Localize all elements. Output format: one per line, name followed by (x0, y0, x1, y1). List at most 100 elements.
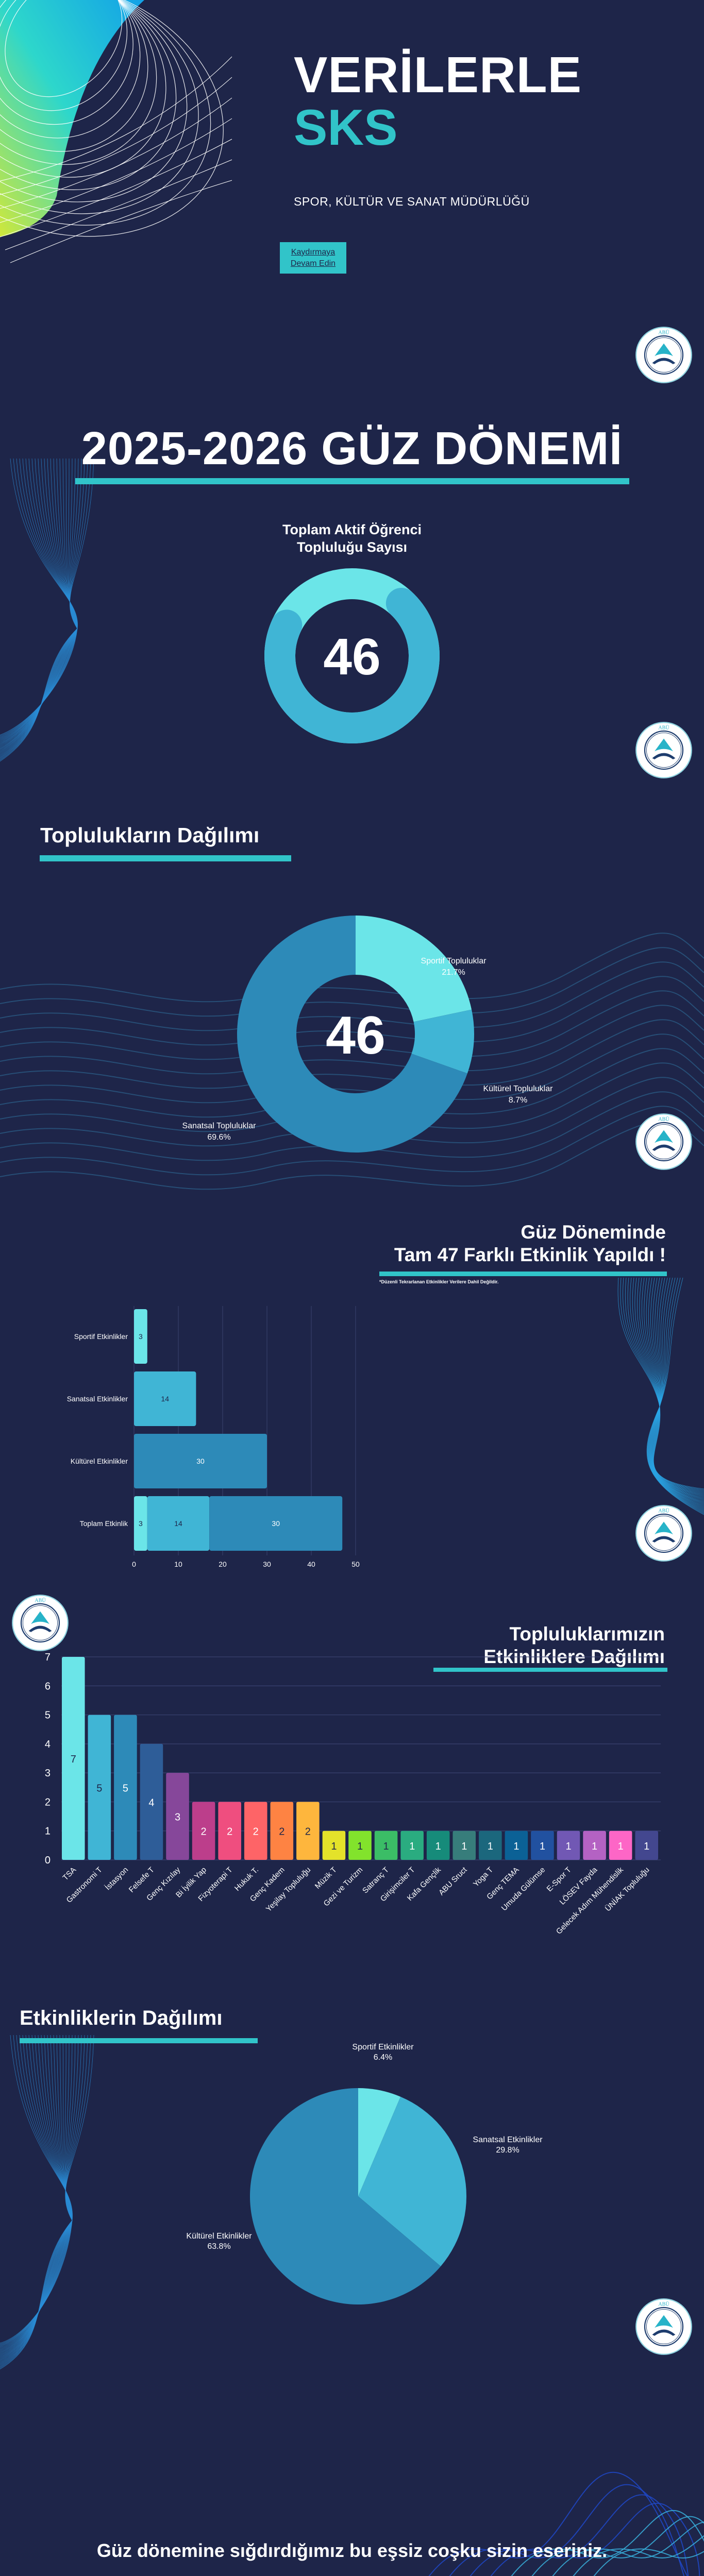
bar-value-label: 3 (175, 1812, 180, 1823)
x-category-label: TSA (61, 1866, 78, 1883)
bar-value-label: 1 (644, 1841, 649, 1852)
bar-value-label: 1 (565, 1841, 571, 1852)
bar-segment-sanatsal (147, 1496, 210, 1551)
bar (583, 1831, 606, 1860)
x-category-label: ABU Sruct (437, 1865, 469, 1897)
donut-slice-2 (411, 1009, 475, 1074)
hero-title: VERİLERLE (294, 46, 582, 103)
abu-sks-logo: ABÜ (12, 1595, 69, 1651)
events-summary-heading-line1: Güz Döneminde (521, 1222, 666, 1243)
slice-category-label: Sanatsal Topluluklar (182, 1122, 257, 1130)
bar-value-label: 1 (513, 1841, 519, 1852)
bar-value-label: 14 (174, 1519, 182, 1528)
bar-value-label: 2 (201, 1826, 207, 1838)
x-tick-label: 50 (351, 1560, 360, 1568)
kpi-donut-segment (264, 587, 440, 743)
bar-value-label: 3 (139, 1519, 143, 1528)
term-heading-underline (75, 478, 629, 484)
slice-percent-label: 63.8% (207, 2242, 230, 2251)
svg-text:ABÜ: ABÜ (658, 1116, 669, 1123)
bar-value-label: 1 (409, 1841, 415, 1852)
abu-sks-logo: ABÜ (635, 2298, 692, 2355)
communities-heading-underline (40, 855, 291, 861)
x-category-label: Müzik T (313, 1866, 339, 1891)
x-tick-label: 40 (307, 1560, 315, 1568)
pie-slice-1 (358, 2088, 401, 2196)
svg-text:ABÜ: ABÜ (658, 725, 669, 731)
per-community-heading-line2: Etkinliklere Dağılımı (483, 1646, 665, 1667)
events-summary-underline (379, 1272, 667, 1276)
bar-segment-sportif (134, 1309, 147, 1364)
x-tick-label: 10 (174, 1560, 182, 1568)
bar-value-label: 2 (279, 1826, 284, 1838)
bar-value-label: 2 (305, 1826, 311, 1838)
scroll-continue-button[interactable]: Kaydırmaya Devam Edin (280, 242, 346, 274)
bar (62, 1657, 85, 1860)
bar (609, 1831, 632, 1860)
bar-value-label: 1 (461, 1841, 467, 1852)
bar (505, 1831, 528, 1860)
bar (322, 1831, 346, 1860)
y-tick-label: 1 (45, 1826, 51, 1837)
bar-value-label: 30 (196, 1457, 205, 1465)
y-category-label: Toplam Etkinlik (80, 1519, 128, 1528)
bar (244, 1802, 267, 1860)
bar (452, 1831, 476, 1860)
bar-value-label: 2 (253, 1826, 259, 1838)
bar (426, 1831, 450, 1860)
x-tick-label: 30 (263, 1560, 271, 1568)
bar-value-label: 7 (71, 1754, 76, 1765)
per-community-heading: Topluluklarımızın Etkinliklere Dağılımı (483, 1623, 665, 1668)
bar (531, 1831, 554, 1860)
wave-lines-left-decoration (0, 2035, 94, 2369)
wave-lines-left-decoration (0, 458, 94, 761)
slice-percent-label: 29.8% (496, 2146, 519, 2155)
events-note: *Düzenli Tekrarlanan Etkinlikler Veriler… (379, 1279, 499, 1284)
bar (479, 1831, 502, 1860)
y-tick-label: 2 (45, 1797, 51, 1808)
bar-value-label: 4 (148, 1797, 154, 1808)
y-category-label: Kültürel Etkinlikler (71, 1457, 128, 1465)
abu-sks-logo: ABÜ (635, 1505, 692, 1562)
hero-subtitle: SPOR, KÜLTÜR VE SANAT MÜDÜRLÜĞÜ (294, 195, 530, 208)
bar-value-label: 1 (435, 1841, 441, 1852)
per-community-heading-line1: Topluluklarımızın (509, 1623, 665, 1645)
slice-category-label: Kültürel Topluluklar (483, 1084, 554, 1093)
kpi-donut-chart: 46 (264, 568, 440, 743)
y-tick-label: 3 (45, 1768, 51, 1779)
abu-sks-logo: ABÜ (635, 722, 692, 778)
svg-text:ABÜ: ABÜ (658, 330, 669, 336)
svg-text:ABÜ: ABÜ (658, 2301, 669, 2308)
bar-value-label: 1 (618, 1841, 624, 1852)
svg-text:ABÜ: ABÜ (35, 1598, 46, 1604)
slice-category-label: Sanatsal Etkinlikler (473, 2136, 543, 2144)
y-tick-label: 6 (45, 1681, 51, 1692)
y-tick-label: 0 (45, 1855, 51, 1866)
slice-category-label: Sportif Etkinlikler (352, 2043, 414, 2052)
hero-title-accent: SKS (294, 99, 398, 156)
slice-percent-label: 21.7% (442, 968, 465, 977)
bar (270, 1802, 294, 1860)
bar (296, 1802, 320, 1860)
events-pie-heading-underline (20, 2038, 258, 2043)
term-heading: 2025-2026 GÜZ DÖNEMİ (81, 423, 623, 474)
slice-category-label: Sportif Topluluklar (421, 957, 487, 965)
communities-heading: Toplulukların Dağılımı (40, 823, 260, 847)
bar-value-label: 1 (357, 1841, 363, 1852)
bar-value-label: 1 (331, 1841, 337, 1852)
bar (635, 1831, 658, 1860)
x-tick-label: 0 (132, 1560, 136, 1568)
donut-center-value: 46 (326, 1006, 385, 1065)
communities-donut-chart: Sportif Topluluklar 21.7% Kültürel Toplulu… (182, 916, 554, 1153)
abu-sks-logo: ABÜ (635, 1113, 692, 1170)
slice-percent-label: 8.7% (509, 1096, 527, 1105)
slice-percent-label: 69.6% (207, 1133, 230, 1142)
bar (218, 1802, 241, 1860)
contour-lines-decoration (428, 2471, 704, 2576)
bar-segment-kültürel (134, 1434, 267, 1488)
events-hbar-chart: 0 10 20 30 40 50 Sportif Etkinlikler 3 Sanatsal … (67, 1306, 360, 1568)
bar (140, 1743, 163, 1860)
per-community-underline (433, 1668, 667, 1672)
